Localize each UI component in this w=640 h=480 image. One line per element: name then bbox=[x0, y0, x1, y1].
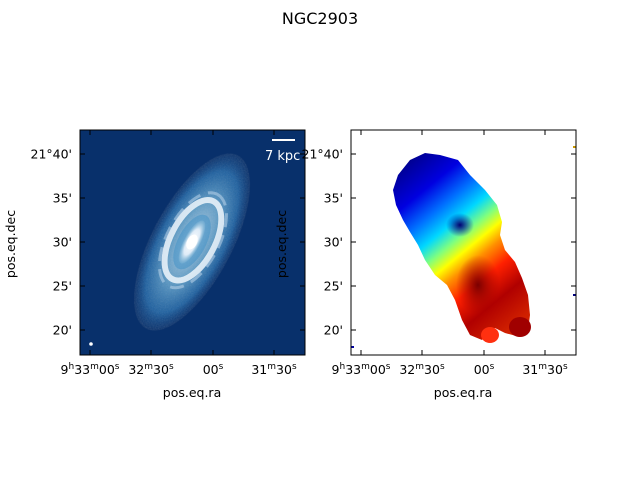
y-tick-label: 35' bbox=[324, 191, 343, 206]
scale-bar-label: 7 kpc bbox=[265, 149, 300, 164]
velocity-ticks: 9h33m00s 32m30s 00s 31m30s 21°40' 35' 30' 25' 20… bbox=[302, 130, 576, 377]
velocity-ylabel: pos.eq.dec bbox=[274, 210, 289, 278]
y-tick-label: 20' bbox=[324, 323, 343, 338]
intensity-panel: 7 kpc 9h33m00s 32m30s 00s 31m30s 21°40' 35' 30… bbox=[3, 129, 306, 400]
x-tick-label: 31m30s bbox=[522, 362, 568, 377]
velocity-xlabel: pos.eq.ra bbox=[434, 385, 492, 400]
y-tick-label: 25' bbox=[324, 279, 343, 294]
figure-title: NGC2903 bbox=[282, 9, 358, 28]
x-tick-label: 00s bbox=[474, 362, 495, 377]
y-tick-label: 20' bbox=[53, 323, 72, 338]
x-tick-label: 32m30s bbox=[128, 362, 174, 377]
beam-marker bbox=[89, 342, 93, 346]
y-tick-label: 35' bbox=[53, 191, 72, 206]
intensity-xlabel: pos.eq.ra bbox=[163, 385, 221, 400]
y-tick-label: 30' bbox=[53, 235, 72, 250]
velocity-panel: 9h33m00s 32m30s 00s 31m30s 21°40' 35' 30' 25' 20… bbox=[274, 129, 577, 400]
spiral-ring bbox=[161, 197, 225, 284]
x-tick-label: 9h33m00s bbox=[61, 362, 120, 377]
y-tick-label: 25' bbox=[53, 279, 72, 294]
approaching-core bbox=[446, 213, 474, 237]
y-tick-label: 21°40' bbox=[302, 147, 344, 162]
intensity-ticks: 9h33m00s 32m30s 00s 31m30s 21°40' 35' 30' 25' 20… bbox=[31, 130, 305, 377]
x-tick-label: 00s bbox=[203, 362, 224, 377]
x-tick-label: 31m30s bbox=[251, 362, 297, 377]
galaxy-disk bbox=[133, 153, 251, 331]
x-tick-label: 9h33m00s bbox=[332, 362, 391, 377]
y-tick-label: 30' bbox=[324, 235, 343, 250]
receding-core bbox=[456, 255, 500, 315]
y-tick-label: 21°40' bbox=[31, 147, 73, 162]
intensity-ylabel: pos.eq.dec bbox=[3, 210, 18, 278]
x-tick-label: 32m30s bbox=[399, 362, 445, 377]
